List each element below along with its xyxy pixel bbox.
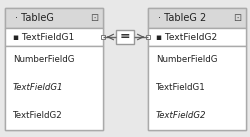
FancyBboxPatch shape (5, 8, 103, 130)
FancyBboxPatch shape (148, 46, 246, 130)
FancyBboxPatch shape (5, 28, 103, 46)
Text: ▪ TextFieldG1: ▪ TextFieldG1 (13, 32, 74, 42)
Text: · TableG: · TableG (15, 13, 54, 23)
Text: ⊡: ⊡ (90, 13, 98, 23)
Text: TextFieldG2: TextFieldG2 (156, 112, 206, 121)
Text: TextFieldG1: TextFieldG1 (156, 83, 206, 92)
FancyBboxPatch shape (148, 28, 246, 46)
Text: TextFieldG1: TextFieldG1 (13, 83, 64, 92)
FancyBboxPatch shape (5, 8, 103, 28)
Text: =: = (120, 31, 130, 44)
Text: ▪ TextFieldG2: ▪ TextFieldG2 (156, 32, 217, 42)
Text: TextFieldG2: TextFieldG2 (13, 112, 63, 121)
Text: NumberFieldG: NumberFieldG (156, 55, 218, 65)
Text: ⊡: ⊡ (233, 13, 241, 23)
FancyBboxPatch shape (148, 8, 246, 130)
FancyBboxPatch shape (5, 46, 103, 130)
Bar (146, 35, 150, 39)
FancyBboxPatch shape (116, 30, 134, 44)
Bar (101, 35, 105, 39)
FancyBboxPatch shape (148, 8, 246, 28)
Text: NumberFieldG: NumberFieldG (13, 55, 74, 65)
Text: · TableG 2: · TableG 2 (158, 13, 206, 23)
